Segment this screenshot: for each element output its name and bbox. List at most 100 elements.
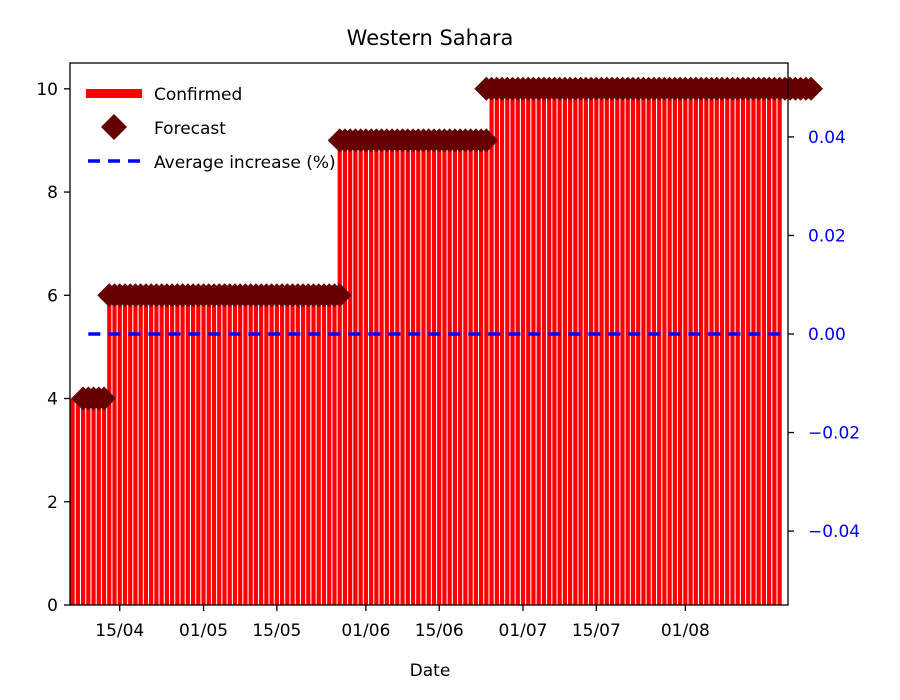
confirmed-bar [620,88,625,605]
confirmed-bar [332,295,337,605]
x-tick-label: 01/05 [179,621,228,641]
confirmed-bars [70,88,782,605]
y2-tick-label: 0.02 [808,226,846,246]
confirmed-bar [746,88,751,605]
confirmed-bar [112,295,117,605]
y-axis-left: 0 2 4 6 8 10 [36,80,70,616]
confirmed-bar [704,88,709,605]
confirmed-bar [363,140,368,605]
confirmed-bar [557,88,562,605]
confirmed-bar [468,140,473,605]
confirmed-bar [253,295,259,605]
confirmed-bar [327,295,332,605]
confirmed-bar [395,140,400,605]
confirmed-bar [615,88,620,605]
confirmed-bar [489,88,494,605]
confirmed-bar [578,88,583,605]
confirmed-bar [767,88,772,605]
confirmed-bar [342,140,348,605]
confirmed-bar [447,140,452,605]
confirmed-bar [735,88,740,605]
confirmed-bar [358,140,363,605]
confirmed-bar [709,88,714,605]
confirmed-bar [180,295,185,605]
confirmed-bar [321,295,327,605]
confirmed-bar [452,140,458,605]
confirmed-bar [369,140,374,605]
confirmed-bar [96,398,101,605]
confirmed-bar [599,88,604,605]
confirmed-bar [594,88,599,605]
confirmed-bar [196,295,201,605]
confirmed-bar [688,88,693,605]
forecast-marker [92,386,117,411]
x-tick-label: 01/07 [499,621,548,641]
confirmed-bar [562,88,567,605]
y-tick-label: 10 [36,80,58,100]
confirmed-bar [175,295,180,605]
confirmed-bar [609,88,615,605]
legend-average-label: Average increase (%) [154,153,336,173]
confirmed-bar [300,295,306,605]
confirmed-bar [442,140,447,605]
confirmed-bar [730,88,735,605]
chart-title: Western Sahara [347,26,514,50]
confirmed-bar [657,88,662,605]
confirmed-bar [678,88,683,605]
confirmed-bar [431,140,437,605]
confirmed-bar [107,295,112,605]
confirmed-bar [290,295,295,605]
confirmed-bar [70,398,75,605]
confirmed-bar [159,295,164,605]
confirmed-bar [510,88,515,605]
confirmed-bar [541,88,547,605]
confirmed-bar [683,88,688,605]
confirmed-bar [379,140,384,605]
legend: Confirmed Forecast Average increase (%) [86,85,336,173]
x-tick-label: 15/07 [572,621,621,641]
confirmed-bar [81,398,86,605]
confirmed-bar [547,88,552,605]
confirmed-bar [285,295,290,605]
legend-confirmed-label: Confirmed [154,85,242,105]
y2-tick-label: −0.02 [808,424,860,444]
confirmed-bar [149,295,154,605]
x-axis: 15/04 01/05 15/05 01/06 15/06 01/07 15/07 01/08 [95,605,710,641]
confirmed-bar [725,88,730,605]
confirmed-bar [306,295,311,605]
confirmed-bar [86,398,91,605]
confirmed-bar [756,88,761,605]
confirmed-bar [651,88,657,605]
confirmed-bar [625,88,630,605]
confirmed-bar [91,398,96,605]
legend-confirmed-swatch [86,89,142,98]
confirmed-bar [243,295,248,605]
confirmed-bar [122,295,128,605]
forecast-markers [71,76,824,411]
confirmed-bar [353,140,358,605]
y-tick-label: 0 [47,596,58,616]
confirmed-bar [201,295,206,605]
confirmed-bar [667,88,672,605]
forecast-marker [799,76,824,101]
confirmed-bar [264,295,269,605]
y2-tick-label: −0.04 [808,522,860,542]
legend-forecast-marker [101,114,127,140]
confirmed-bar [374,140,379,605]
confirmed-bar [222,295,227,605]
confirmed-bar [426,140,431,605]
confirmed-bar [269,295,274,605]
y-tick-label: 4 [47,390,58,410]
confirmed-bar [646,88,651,605]
confirmed-bar [515,88,520,605]
x-tick-label: 01/08 [661,621,710,641]
legend-forecast-label: Forecast [154,119,226,139]
confirmed-bar [641,88,646,605]
confirmed-bar [520,88,526,605]
y2-tick-label: 0.00 [808,325,846,345]
x-tick-label: 15/06 [415,621,464,641]
confirmed-bar [384,140,389,605]
confirmed-bar [311,295,316,605]
confirmed-bar [672,88,677,605]
